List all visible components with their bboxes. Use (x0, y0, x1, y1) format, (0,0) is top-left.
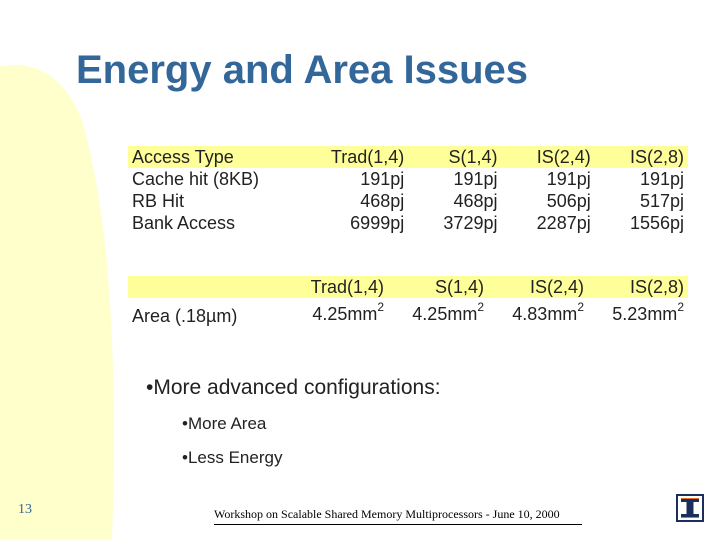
bullet-list: •More advanced configurations: •More Are… (146, 376, 441, 482)
header-is-2-8: IS(2,8) (594, 146, 688, 168)
header-s-1-4: S(1,4) (388, 276, 489, 298)
area-table-header: Trad(1,4) S(1,4) IS(2,4) IS(2,8) (128, 276, 688, 298)
table-cell: 4.83mm2 (488, 298, 588, 336)
table-cell: 191pj (453, 168, 498, 189)
row-label: Cache hit (8KB) (132, 168, 260, 189)
table-cell: 191pj (639, 168, 684, 189)
table-cell: 6999pj (350, 212, 405, 233)
table-row: Cache hit (8KB) 191pj 191pj 191pj 191pj (128, 168, 688, 190)
header-is-2-4: IS(2,4) (501, 146, 595, 168)
header-spacer (128, 276, 286, 298)
header-is-2-8: IS(2,8) (588, 276, 688, 298)
header-s-1-4: S(1,4) (408, 146, 502, 168)
area-value: 4.25mm (312, 304, 378, 324)
energy-table: Access Type Trad(1,4) S(1,4) IS(2,4) IS(… (128, 146, 688, 234)
header-access-type: Access Type (128, 146, 286, 168)
footer-text: Workshop on Scalable Shared Memory Multi… (214, 507, 560, 521)
header-is-2-4: IS(2,4) (488, 276, 588, 298)
header-trad-1-4: Trad(1,4) (286, 276, 389, 298)
footer-divider (214, 524, 582, 525)
bullet-main: •More advanced configurations: (146, 376, 441, 399)
table-cell: 506pj (546, 190, 591, 211)
energy-table-header: Access Type Trad(1,4) S(1,4) IS(2,4) IS(… (128, 146, 688, 168)
unit-exponent: 2 (577, 300, 584, 314)
unit-exponent: 2 (677, 300, 684, 314)
table-cell: 4.25mm2 (388, 298, 488, 336)
table-cell: 3729pj (443, 212, 498, 233)
table-row: Bank Access 6999pj 3729pj 2287pj 1556pj (128, 212, 688, 234)
table-cell: 468pj (360, 190, 405, 211)
row-label: Bank Access (132, 212, 236, 233)
table-cell: 1556pj (629, 212, 684, 233)
unit-exponent: 2 (377, 300, 385, 314)
table-cell: 191pj (360, 168, 405, 189)
area-value: 4.25mm (412, 304, 478, 324)
header-trad-1-4: Trad(1,4) (286, 146, 409, 168)
table-row: Area (.18µm) 4.25mm2 4.25mm2 4.83mm2 5.2… (128, 298, 688, 336)
table-cell: 517pj (639, 190, 684, 211)
row-label: RB Hit (132, 190, 185, 211)
slide-number: 13 (18, 502, 32, 517)
table-cell: 4.25mm2 (286, 298, 388, 336)
table-cell: 5.23mm2 (588, 298, 688, 336)
table-cell: 468pj (453, 190, 498, 211)
table-row: RB Hit 468pj 468pj 506pj 517pj (128, 190, 688, 212)
table-cell: 2287pj (536, 212, 591, 233)
university-logo-icon (676, 494, 704, 522)
unit-exponent: 2 (477, 300, 485, 314)
bullet-sub-item: •Less Energy (182, 448, 283, 467)
slide-title: Energy and Area Issues (76, 48, 529, 92)
area-table: Trad(1,4) S(1,4) IS(2,4) IS(2,8) Area (.… (128, 276, 688, 336)
area-value: 5.23mm (612, 304, 678, 324)
area-value: 4.83mm (512, 304, 578, 324)
area-label: Area (.18µm) (132, 306, 238, 326)
bullet-sub-item: •More Area (182, 414, 267, 433)
table-cell: 191pj (546, 168, 591, 189)
